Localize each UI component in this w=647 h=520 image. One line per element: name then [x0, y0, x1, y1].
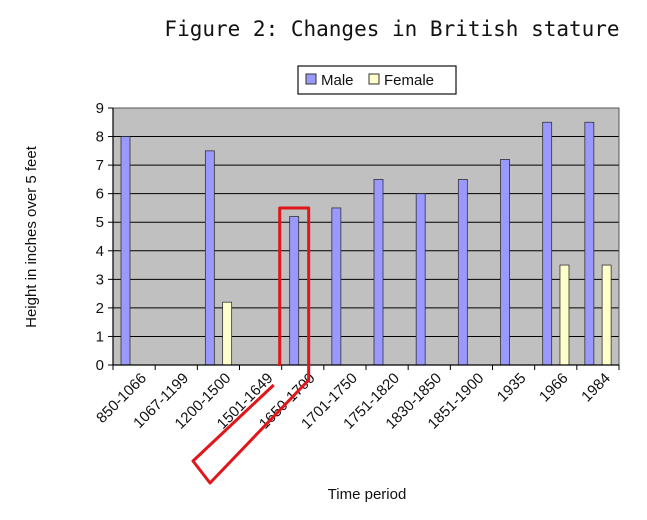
y-axis-label: Height in inches over 5 feet — [23, 145, 40, 328]
bar-female-1200-1500 — [222, 301, 233, 366]
x-tick-label: 1984 — [578, 370, 614, 406]
y-tick-label: 8 — [96, 129, 104, 146]
bar-female-1966 — [559, 264, 570, 366]
legend-female-label: Female — [384, 72, 434, 89]
y-tick-label: 4 — [96, 243, 104, 260]
y-tick-label: 5 — [96, 214, 104, 231]
legend-female-swatch — [368, 73, 380, 85]
plot-area — [113, 108, 619, 365]
x-axis: 850-10661067-11991200-15001501-16491650-… — [93, 364, 620, 433]
bar-male-1650-1700 — [289, 216, 300, 366]
bar-male-1935 — [500, 158, 510, 366]
highlight-annotation — [191, 206, 311, 485]
legend-male-label: Male — [321, 72, 354, 89]
y-tick-label: 7 — [96, 157, 104, 174]
bar-male-1701-1750 — [331, 207, 342, 366]
bar-male-1851-1900 — [457, 178, 468, 366]
gridlines — [112, 107, 620, 366]
y-axis-ticks: 0 1 2 3 4 5 6 7 8 9 — [96, 100, 113, 374]
y-tick-label: 0 — [96, 357, 104, 374]
chart-title: Figure 2: Changes in British stature — [164, 17, 619, 41]
x-axis-label: Time period — [328, 486, 407, 503]
x-tick-label: 1966 — [536, 370, 572, 406]
legend-male-swatch — [305, 73, 317, 85]
chart-legend: Male Female — [297, 65, 457, 95]
bar-male-1751-1820 — [373, 178, 384, 366]
bar-male-1966 — [542, 121, 553, 366]
bar-male-1200-1500 — [204, 150, 215, 366]
bar-female-1984 — [601, 264, 612, 366]
x-tick-label: 1935 — [494, 370, 530, 406]
bar-male-1830-1850 — [415, 193, 426, 366]
bar-male-1984 — [584, 121, 595, 366]
y-tick-label: 3 — [96, 271, 104, 288]
y-tick-label: 1 — [96, 328, 104, 345]
highlight-outline — [191, 206, 311, 485]
y-tick-label: 6 — [96, 186, 104, 203]
y-tick-label: 9 — [96, 100, 104, 117]
y-tick-label: 2 — [96, 300, 104, 317]
bar-male-850-1066 — [120, 136, 131, 366]
